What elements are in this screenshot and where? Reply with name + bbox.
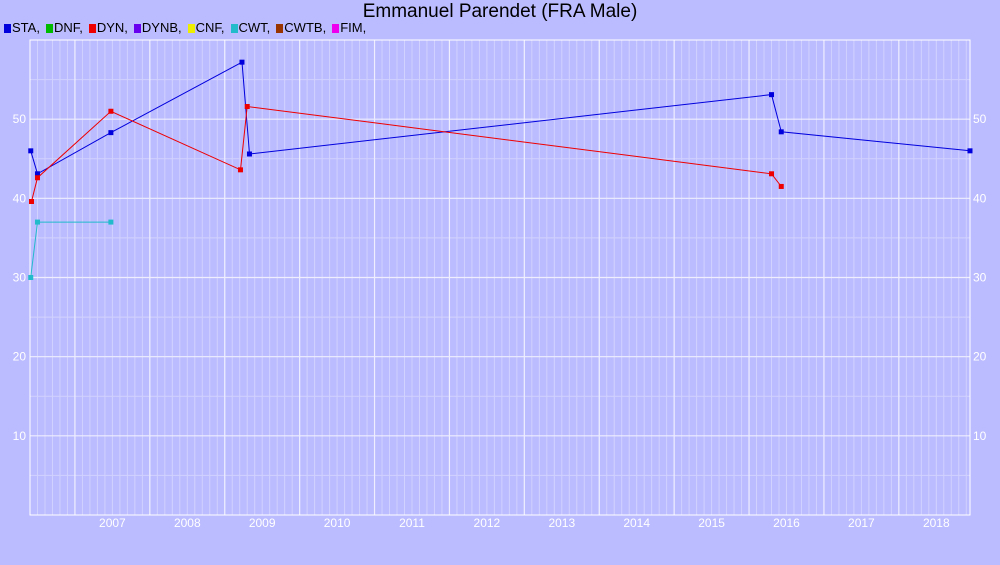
- data-point: [769, 92, 775, 98]
- legend-item: CWT,: [230, 20, 271, 35]
- y-tick-label: 40: [13, 191, 27, 205]
- legend-label: CWT,: [238, 20, 271, 35]
- legend-swatch: [187, 24, 195, 33]
- legend-item: DYNB,: [133, 20, 182, 35]
- data-point: [769, 171, 775, 177]
- data-point: [108, 108, 114, 114]
- legend-label: CWTB,: [284, 20, 327, 35]
- y-tick-label-right: 10: [973, 429, 987, 443]
- data-point: [34, 171, 40, 177]
- legend-item: CNF,: [187, 20, 225, 35]
- series: [28, 59, 973, 280]
- legend-swatch: [133, 24, 141, 33]
- y-tick-label: 50: [13, 112, 27, 126]
- legend: STA, DNF, DYN, DYNB, CNF, CWT, CWTB, FIM,: [4, 20, 372, 35]
- data-point: [778, 129, 784, 135]
- data-point: [108, 219, 114, 225]
- legend-swatch: [332, 24, 340, 33]
- series-line: [31, 105, 782, 202]
- y-tick-label: 10: [13, 429, 27, 443]
- x-tick-label: 2007: [99, 516, 126, 530]
- y-tick-label-right: 20: [973, 350, 987, 364]
- x-tick-label: 2015: [698, 516, 725, 530]
- data-point: [239, 59, 245, 65]
- data-point: [28, 275, 34, 280]
- x-tick-label: 2010: [324, 516, 351, 530]
- legend-swatch: [276, 24, 284, 33]
- data-point: [237, 167, 243, 173]
- x-tick-label: 2008: [174, 516, 201, 530]
- legend-label: STA,: [12, 20, 40, 35]
- data-point: [28, 199, 34, 204]
- y-tick-label-right: 30: [973, 271, 987, 285]
- y-tick-label: 30: [13, 271, 27, 285]
- grid: [29, 40, 970, 515]
- legend-item: STA,: [4, 20, 40, 35]
- data-point: [778, 183, 784, 189]
- data-point: [246, 151, 252, 157]
- x-tick-label: 2012: [474, 516, 501, 530]
- legend-item: FIM,: [332, 20, 366, 35]
- legend-swatch: [230, 24, 238, 33]
- data-point: [28, 148, 34, 154]
- x-tick-label: 2011: [399, 516, 425, 530]
- y-tick-label-right: 50: [973, 112, 987, 126]
- legend-swatch: [45, 24, 53, 33]
- y-tick-label-right: 40: [973, 191, 987, 205]
- x-tick-label: 2009: [249, 516, 276, 530]
- axes: 10 10 20 20 30 30 40 40 50 50 2007 2008 2009 2010 2011…: [13, 39, 987, 530]
- legend-swatch: [4, 24, 11, 33]
- legend-item: DNF,: [45, 20, 83, 35]
- legend-label: DYNB,: [141, 20, 182, 35]
- data-point: [244, 104, 250, 109]
- series-cwt: [28, 219, 114, 280]
- legend-item: CWTB,: [276, 20, 326, 35]
- x-tick-label: 2013: [548, 516, 575, 530]
- series-line: [30, 61, 971, 175]
- data-point: [108, 130, 114, 136]
- data-point: [967, 148, 973, 154]
- legend-swatch: [88, 24, 96, 33]
- x-tick-label: 2016: [773, 516, 800, 530]
- x-tick-label: 2018: [923, 516, 950, 530]
- legend-label: DNF,: [53, 20, 83, 35]
- chart-title: Emmanuel Parendet (FRA Male): [362, 1, 638, 22]
- legend-label: FIM,: [340, 20, 367, 35]
- legend-item: DYN,: [88, 20, 128, 35]
- series-dyn: [28, 104, 784, 204]
- series-line: [30, 221, 111, 278]
- data-point: [34, 175, 40, 181]
- legend-label: DYN,: [96, 20, 128, 35]
- y-tick-label: 20: [13, 350, 27, 364]
- x-tick-label: 2017: [848, 516, 875, 530]
- data-point: [34, 219, 40, 225]
- legend-label: CNF,: [195, 20, 225, 35]
- x-tick-label: 2014: [623, 516, 650, 530]
